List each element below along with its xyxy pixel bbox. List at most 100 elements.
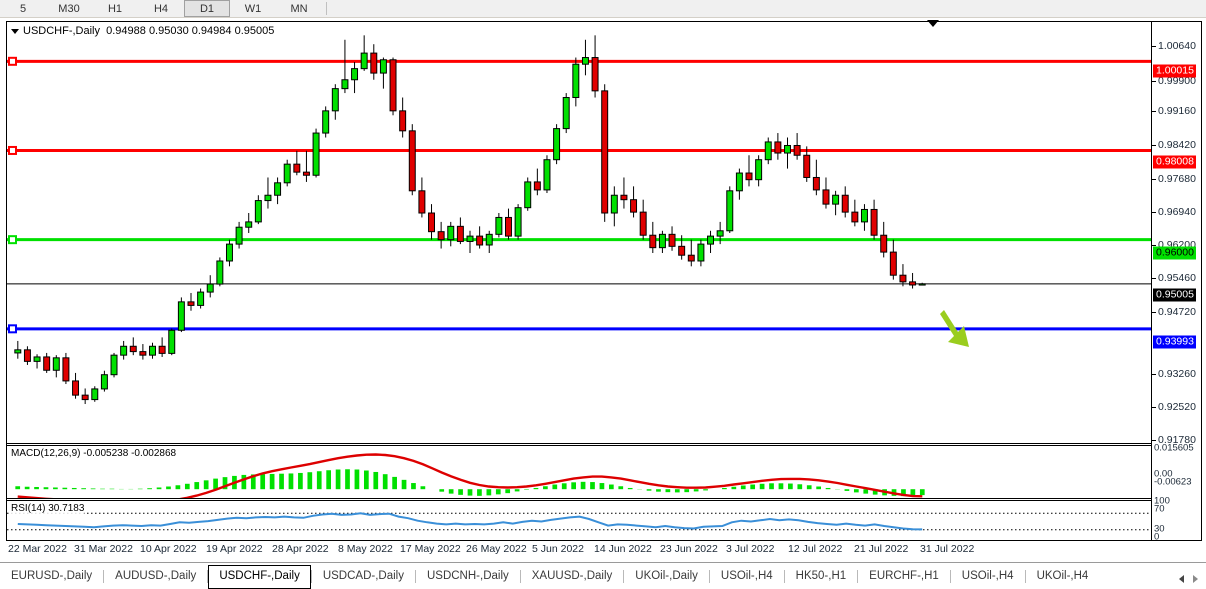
timeframe-button-h1[interactable]: H1: [107, 2, 123, 15]
indicator-scale-label: 70: [1154, 503, 1165, 515]
price-level-badge-blue[interactable]: 0.93993: [1153, 335, 1196, 349]
chevron-down-icon[interactable]: [11, 28, 19, 34]
symbol-tab-ukoil-daily[interactable]: UKOil-,Daily: [635, 570, 698, 582]
symbol-tab-audusd-daily[interactable]: AUDUSD-,Daily: [115, 570, 197, 582]
price-tick-label: 1.00640: [1158, 40, 1196, 52]
timeframe-toolbar[interactable]: 5 M30 H1 H4 D1 W1 MN: [0, 0, 1206, 18]
timeframe-button-h4[interactable]: H4: [153, 2, 169, 15]
candle: [697, 239, 705, 267]
date-axis-label: 17 May 2022: [400, 543, 461, 555]
symbol-tab-bar[interactable]: EURUSD-,Daily AUDUSD-,Daily USDCHF-,Daily U…: [0, 562, 1206, 589]
symbol-tab-usdchf-daily[interactable]: USDCHF-,Daily: [208, 565, 311, 589]
candle: [889, 239, 897, 280]
symbol-tab-eurchf-h1[interactable]: EURCHF-,H1: [869, 570, 939, 582]
macd-signal-line: [17, 453, 923, 498]
symbol-tab-usoil-h4[interactable]: USOil-,H4: [720, 570, 773, 582]
candle: [72, 372, 80, 399]
symbol-tab-usoil-h4[interactable]: USOil-,H4: [961, 570, 1014, 582]
price-axis[interactable]: 1.00640 0.99900 0.99160 0.98420 0.97680 0.969…: [1151, 22, 1201, 543]
candle: [120, 340, 128, 360]
tab-scroll-controls[interactable]: [1171, 575, 1206, 589]
candle: [225, 239, 233, 267]
candle: [610, 186, 618, 227]
price-tick-label: 0.95460: [1158, 272, 1196, 284]
candle: [562, 93, 570, 134]
candle: [909, 272, 917, 289]
price-level-handle[interactable]: [8, 324, 17, 334]
candle: [687, 239, 695, 267]
symbol-tab-usdcnh-daily[interactable]: USDCNH-,Daily: [426, 570, 509, 582]
candle: [784, 137, 791, 169]
price-tick-mark: [1152, 374, 1156, 375]
date-axis-label: 3 Jul 2022: [726, 543, 775, 555]
price-level-badge-red[interactable]: 1.00015: [1153, 64, 1196, 78]
candle: [399, 97, 407, 138]
price-tick-label: 0.91780: [1158, 434, 1196, 446]
date-axis-label: 22 Mar 2022: [8, 543, 67, 555]
tab-divider: [857, 570, 859, 583]
macd-panel[interactable]: MACD(12,26,9) -0.005238 -0.002868: [7, 445, 1151, 499]
price-tick-mark: [1152, 245, 1156, 246]
candle: [62, 352, 70, 385]
price-level-handle[interactable]: [8, 56, 17, 66]
price-level-handle[interactable]: [8, 145, 17, 155]
candle: [168, 328, 176, 356]
candle: [803, 146, 811, 182]
date-axis-label: 23 Jun 2022: [660, 543, 718, 555]
scroll-right-icon[interactable]: [1193, 575, 1198, 583]
price-tick-label: 0.96940: [1158, 206, 1196, 218]
candle: [726, 186, 734, 233]
candle: [283, 159, 291, 187]
candle: [793, 133, 801, 160]
timeframe-button-mn[interactable]: MN: [290, 2, 308, 15]
candle: [91, 386, 99, 402]
chart-ohlc-values: 0.94988 0.95030 0.94984 0.95005: [106, 25, 275, 37]
candle: [581, 39, 589, 76]
price-panel[interactable]: [7, 22, 1151, 444]
symbol-tab-xauusd-daily[interactable]: XAUUSD-,Daily: [531, 570, 613, 582]
candle: [591, 35, 599, 98]
price-tick-mark: [1152, 81, 1156, 82]
candle: [620, 177, 628, 209]
rsi-line: [17, 512, 923, 531]
date-axis-label: 31 Jul 2022: [920, 543, 975, 555]
candle: [668, 226, 676, 251]
timeframe-button-w1[interactable]: W1: [244, 2, 262, 15]
indicator-scale-label: 0.015605: [1154, 442, 1194, 454]
price-level-badge-red[interactable]: 0.98008: [1153, 155, 1196, 169]
date-axis-label: 19 Apr 2022: [206, 543, 263, 555]
indicator-scale-label: -0.00623: [1154, 476, 1192, 488]
annotation-arrow-icon[interactable]: [940, 310, 969, 347]
price-tick-label: 0.94720: [1158, 306, 1196, 318]
price-level-badge-black[interactable]: 0.95005: [1153, 288, 1196, 302]
candle: [293, 150, 301, 176]
candle: [899, 264, 907, 287]
symbol-tab-usdcad-daily[interactable]: USDCAD-,Daily: [322, 570, 404, 582]
timeframe-button-m30[interactable]: M30: [58, 2, 80, 15]
candle: [351, 61, 359, 94]
candle: [870, 199, 878, 240]
chart-frame[interactable]: USDCHF-,Daily 0.94988 0.95030 0.94984 0.…: [6, 21, 1202, 543]
candle: [158, 337, 166, 357]
price-tick-mark: [1152, 440, 1156, 441]
rsi-panel[interactable]: RSI(14) 30.7183: [7, 500, 1151, 541]
candle: [880, 221, 888, 258]
price-level-handle[interactable]: [8, 235, 17, 245]
date-axis-label: 10 Apr 2022: [140, 543, 197, 555]
symbol-tab-eurusd-daily[interactable]: EURUSD-,Daily: [11, 570, 93, 582]
candle: [601, 84, 609, 222]
timeframe-button-5[interactable]: 5: [19, 2, 27, 15]
scroll-left-icon[interactable]: [1179, 575, 1184, 583]
tab-divider: [310, 570, 312, 583]
candle: [437, 221, 445, 249]
toolbar-separator: [326, 2, 327, 15]
candle: [822, 177, 830, 209]
price-level-badge-green[interactable]: 0.96000: [1153, 246, 1196, 260]
symbol-tab-hk50-h1[interactable]: HK50-,H1: [795, 570, 847, 582]
candle: [524, 177, 532, 211]
candle: [379, 57, 387, 89]
candle: [331, 84, 339, 120]
candle: [572, 57, 580, 107]
symbol-tab-ukoil-h4[interactable]: UKOil-,H4: [1036, 570, 1089, 582]
timeframe-button-d1[interactable]: D1: [184, 0, 230, 17]
